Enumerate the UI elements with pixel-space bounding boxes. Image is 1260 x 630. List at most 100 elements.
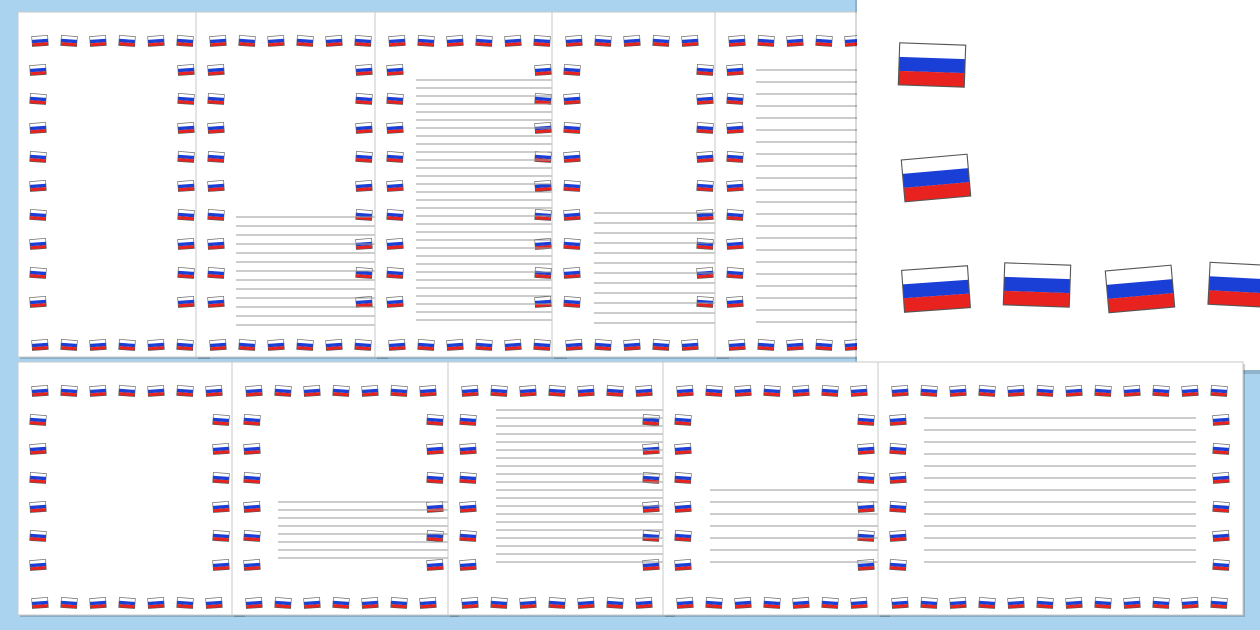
flag-blue (446, 342, 464, 348)
flag-blue (355, 299, 373, 305)
flag-outline (533, 339, 551, 351)
flag-blue (1212, 475, 1230, 481)
flag-blue (1212, 446, 1230, 452)
flag-outline (29, 296, 47, 308)
flag-outline (212, 501, 230, 513)
flag-blue (147, 600, 165, 606)
flag (705, 597, 723, 609)
flag (897, 42, 967, 88)
flag (243, 530, 261, 542)
flag-outline (519, 385, 537, 397)
flag-blue (1036, 388, 1054, 394)
flag-blue (577, 388, 595, 394)
flag-outline (29, 209, 47, 221)
flag-blue (642, 475, 660, 481)
flag-outline (31, 35, 49, 47)
flag-blue (642, 562, 660, 568)
flag-outline (949, 597, 967, 609)
flag (949, 385, 967, 397)
flag (388, 35, 406, 47)
flag (1212, 530, 1230, 542)
flag-outline (386, 122, 404, 134)
flag-outline (726, 267, 744, 279)
flag-outline (332, 385, 350, 397)
flag-outline (177, 64, 195, 76)
flag (635, 597, 653, 609)
flag-blue (978, 600, 996, 606)
flag (891, 385, 909, 397)
flag (245, 385, 263, 397)
flag-blue (243, 562, 261, 568)
flag (296, 35, 314, 47)
flag-outline (1065, 597, 1083, 609)
flag (1007, 597, 1025, 609)
flag-outline (212, 530, 230, 542)
flag (1007, 385, 1025, 397)
flag-outline (176, 385, 194, 397)
flag (548, 597, 566, 609)
flag-blue (386, 67, 404, 73)
flag-outline (577, 385, 595, 397)
flag-outline (461, 597, 479, 609)
flag-outline (147, 339, 165, 351)
flag-outline (563, 296, 581, 308)
flag-blue (533, 38, 551, 44)
flag-outline (565, 35, 583, 47)
flag-outline (390, 597, 408, 609)
flag-blue (728, 342, 746, 348)
flag (207, 238, 225, 250)
flag-outline (1181, 597, 1199, 609)
flag-outline (177, 238, 195, 250)
flag-white (901, 154, 969, 174)
flag-outline (459, 443, 477, 455)
flag-blue (696, 125, 714, 131)
flag-blue (459, 475, 477, 481)
flag-blue (1210, 600, 1228, 606)
flag (426, 559, 444, 571)
flag-outline (594, 339, 612, 351)
flag-outline (519, 597, 537, 609)
flag-outline (29, 151, 47, 163)
flag-outline (118, 339, 136, 351)
flag-outline (1007, 385, 1025, 397)
flag-blue (548, 388, 566, 394)
flag-blue (889, 533, 907, 539)
flag (207, 209, 225, 221)
flag-blue (177, 241, 195, 247)
flag-blue (238, 342, 256, 348)
flag (978, 597, 996, 609)
flag-blue (89, 600, 107, 606)
flag (354, 339, 372, 351)
flag (419, 597, 437, 609)
flag-outline (89, 339, 107, 351)
flag-outline (417, 35, 435, 47)
flag (207, 151, 225, 163)
flag (446, 35, 464, 47)
flag-outline (325, 35, 343, 47)
flag (176, 35, 194, 47)
flag-blue (417, 38, 435, 44)
flag (177, 93, 195, 105)
flag-blue (325, 342, 343, 348)
flag-blue (386, 299, 404, 305)
flag (565, 339, 583, 351)
flag-outline (60, 339, 78, 351)
flag-outline (652, 35, 670, 47)
flag (1212, 414, 1230, 426)
flag (726, 151, 744, 163)
flag (332, 597, 350, 609)
flag (274, 597, 292, 609)
flag-blue (267, 38, 285, 44)
flag-blue (792, 600, 810, 606)
flag (815, 35, 833, 47)
flag (303, 385, 321, 397)
flag (563, 122, 581, 134)
flag-blue (355, 270, 373, 276)
flag-blue (89, 38, 107, 44)
flag (355, 122, 373, 134)
flag (207, 296, 225, 308)
flag-outline (176, 339, 194, 351)
flag-blue (29, 241, 47, 247)
flag (534, 93, 552, 105)
flag (386, 296, 404, 308)
